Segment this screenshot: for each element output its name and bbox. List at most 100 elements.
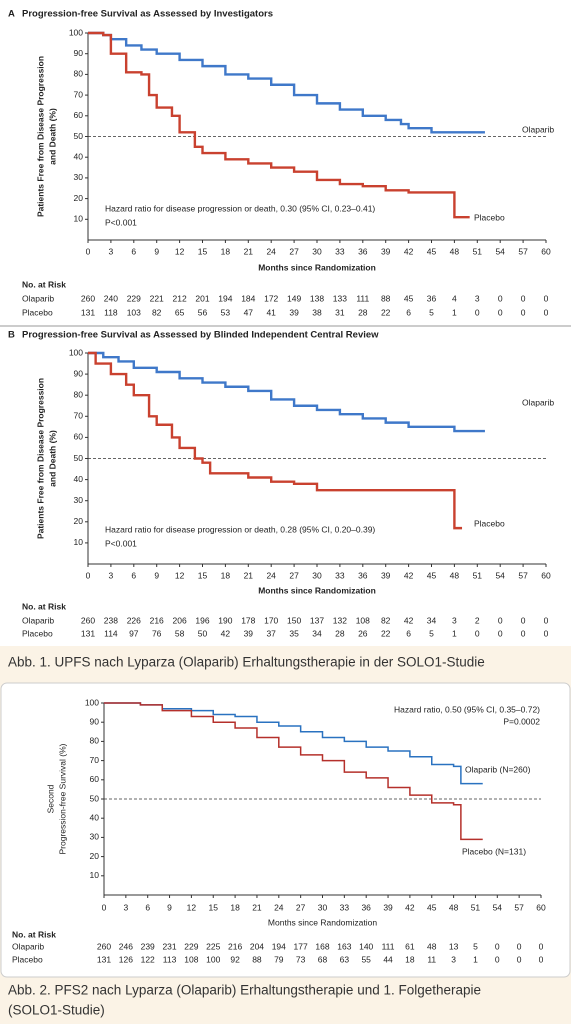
y-tick-label: 60 xyxy=(74,432,84,442)
annotation: P=0.0002 xyxy=(503,716,540,726)
risk-table-title: No. at Risk xyxy=(12,929,56,939)
risk-count: 61 xyxy=(405,941,415,951)
risk-count: 216 xyxy=(228,941,242,951)
risk-count: 163 xyxy=(337,941,351,951)
x-tick-label: 12 xyxy=(175,246,185,256)
risk-count: 31 xyxy=(335,307,345,317)
y-tick-label: 50 xyxy=(90,793,100,803)
risk-count: 5 xyxy=(429,307,434,317)
risk-table-title: No. at Risk xyxy=(22,279,66,289)
x-tick-label: 60 xyxy=(536,902,546,912)
risk-count: 177 xyxy=(294,941,308,951)
annotation: P<0.001 xyxy=(105,217,137,227)
x-tick-label: 51 xyxy=(473,570,483,580)
risk-count: 0 xyxy=(498,628,503,638)
x-tick-label: 15 xyxy=(209,902,219,912)
risk-count: 108 xyxy=(184,954,198,964)
risk-count: 150 xyxy=(287,615,301,625)
risk-count: 35 xyxy=(289,628,299,638)
y-tick-label: 40 xyxy=(74,151,84,161)
risk-count: 6 xyxy=(406,307,411,317)
x-tick-label: 42 xyxy=(404,570,414,580)
y-tick-label: 80 xyxy=(74,389,84,399)
risk-count: 88 xyxy=(252,954,262,964)
risk-count: 149 xyxy=(287,293,301,303)
panel-label: B xyxy=(8,330,15,341)
x-tick-label: 30 xyxy=(312,570,322,580)
x-tick-label: 24 xyxy=(274,902,284,912)
risk-count: 63 xyxy=(340,954,350,964)
risk-count: 0 xyxy=(539,954,544,964)
risk-count: 0 xyxy=(521,307,526,317)
risk-count: 28 xyxy=(335,628,345,638)
risk-count: 65 xyxy=(175,307,185,317)
risk-count: 194 xyxy=(272,941,286,951)
risk-count: 42 xyxy=(221,628,231,638)
risk-count: 190 xyxy=(218,615,232,625)
risk-count: 68 xyxy=(318,954,328,964)
risk-count: 0 xyxy=(517,954,522,964)
survival-curve xyxy=(88,31,485,134)
risk-count: 260 xyxy=(97,941,111,951)
risk-row-name: Olaparib xyxy=(22,615,54,625)
risk-count: 229 xyxy=(184,941,198,951)
x-tick-label: 21 xyxy=(244,246,254,256)
risk-count: 22 xyxy=(381,307,391,317)
risk-count: 0 xyxy=(521,293,526,303)
y-tick-label: 20 xyxy=(74,193,84,203)
risk-count: 122 xyxy=(141,954,155,964)
x-tick-label: 18 xyxy=(221,570,231,580)
y-tick-label: 50 xyxy=(74,131,84,141)
risk-count: 114 xyxy=(104,628,118,638)
risk-count: 131 xyxy=(81,628,95,638)
x-tick-label: 42 xyxy=(405,902,415,912)
x-tick-label: 0 xyxy=(102,902,107,912)
risk-count: 3 xyxy=(451,954,456,964)
risk-count: 0 xyxy=(498,293,503,303)
x-tick-label: 54 xyxy=(493,902,503,912)
x-tick-label: 3 xyxy=(123,902,128,912)
x-tick-label: 33 xyxy=(335,246,345,256)
risk-count: 133 xyxy=(333,293,347,303)
risk-count: 22 xyxy=(381,628,391,638)
annotation: Hazard ratio for disease progression or … xyxy=(105,203,375,213)
x-tick-label: 30 xyxy=(318,902,328,912)
series-label: Olaparib xyxy=(522,124,554,134)
series-label: Placebo (N=131) xyxy=(462,846,526,856)
x-tick-label: 12 xyxy=(175,570,185,580)
x-tick-label: 15 xyxy=(198,246,208,256)
risk-count: 0 xyxy=(495,941,500,951)
x-tick-label: 0 xyxy=(86,570,91,580)
survival-curve xyxy=(88,31,470,219)
x-axis-label: Months since Randomization xyxy=(258,585,376,595)
risk-count: 246 xyxy=(119,941,133,951)
y-tick-label: 70 xyxy=(74,89,84,99)
x-tick-label: 15 xyxy=(198,570,208,580)
risk-count: 56 xyxy=(198,307,208,317)
risk-count: 0 xyxy=(544,293,549,303)
panel-label: A xyxy=(8,9,15,20)
y-tick-label: 10 xyxy=(90,870,100,880)
x-tick-label: 18 xyxy=(221,246,231,256)
y-tick-label: 60 xyxy=(74,110,84,120)
y-tick-label: 10 xyxy=(74,537,84,547)
annotation: Hazard ratio, 0.50 (95% CI, 0.35–0.72) xyxy=(394,704,540,714)
risk-count: 140 xyxy=(359,941,373,951)
risk-count: 26 xyxy=(358,628,368,638)
x-tick-label: 6 xyxy=(131,570,136,580)
risk-row-name: Placebo xyxy=(22,307,53,317)
y-tick-label: 70 xyxy=(74,411,84,421)
x-tick-label: 27 xyxy=(289,246,299,256)
x-tick-label: 39 xyxy=(381,246,391,256)
risk-count: 126 xyxy=(119,954,133,964)
y-tick-label: 100 xyxy=(69,347,83,357)
risk-count: 5 xyxy=(429,628,434,638)
risk-count: 76 xyxy=(152,628,162,638)
x-tick-label: 9 xyxy=(167,902,172,912)
survival-curve xyxy=(88,351,485,433)
risk-count: 201 xyxy=(195,293,209,303)
risk-count: 137 xyxy=(310,615,324,625)
x-tick-label: 30 xyxy=(312,246,322,256)
x-tick-label: 33 xyxy=(335,570,345,580)
